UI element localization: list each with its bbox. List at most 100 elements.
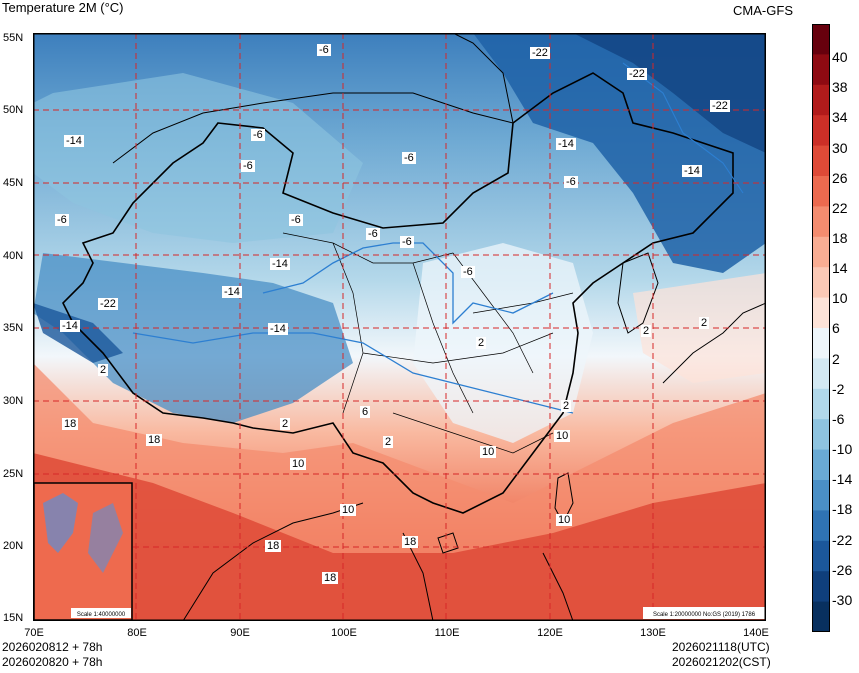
colorbar-label: 14: [832, 260, 848, 276]
contour-label: 18: [265, 540, 282, 552]
plateau-cold-region: [33, 253, 353, 423]
contour-label: -6: [289, 214, 303, 226]
init-time-utc: 2026020812 + 78h: [2, 640, 103, 654]
colorbar-label: -2: [832, 381, 845, 397]
contour-label: 18: [62, 418, 79, 430]
contour-label: -6: [400, 236, 414, 248]
south-china-sea-inset: [33, 482, 133, 621]
contour-label: 6: [360, 406, 371, 418]
contour-label: -6: [564, 176, 578, 188]
contour-label: 2: [280, 418, 291, 430]
colorbar-label: -22: [832, 532, 853, 548]
lon-label: 100E: [331, 627, 357, 639]
colorbar-label: -18: [832, 501, 853, 517]
province-borders: [282, 232, 574, 454]
colorbar-band: [812, 358, 830, 390]
contour-label: 2: [383, 436, 394, 448]
graticule: [33, 33, 766, 621]
colorbar-band: [812, 236, 830, 268]
lon-label: 140E: [743, 627, 769, 639]
temperature-map: Scale 1:40000000 Scale 1:20000000 No:GS …: [33, 33, 766, 621]
colorbar-band: [812, 176, 830, 207]
yellow-river: [262, 242, 554, 325]
lat-label: 50N: [3, 104, 24, 116]
colorbar-label: 40: [832, 49, 848, 65]
lat-label: 45N: [3, 177, 24, 189]
colorbar-label: -30: [832, 592, 853, 608]
yangtze-river: [132, 332, 574, 414]
lat-label: 25N: [3, 468, 24, 480]
contour-label: 18: [322, 572, 339, 584]
contour-label: -22: [627, 68, 647, 80]
contour-label: -14: [222, 286, 242, 298]
colorbar-band: [812, 54, 830, 86]
russia-border: [452, 33, 514, 124]
colorbar-band: [812, 206, 830, 238]
lon-label: 90E: [230, 627, 250, 639]
contour-label: 10: [290, 458, 307, 470]
contour-label: -22: [530, 47, 550, 59]
colorbar: [812, 24, 830, 632]
contour-label: -6: [402, 152, 416, 164]
colorbar-label: 26: [832, 170, 848, 186]
contour-label: -6: [251, 129, 265, 141]
colorbar-band: [812, 571, 830, 603]
lon-label: 130E: [640, 627, 666, 639]
colorbar-label: 10: [832, 290, 848, 306]
colorbar-band: [812, 84, 830, 116]
contour-label: 2: [699, 317, 710, 329]
east-china-mild-region: [413, 243, 593, 443]
colorbar-label: 22: [832, 200, 848, 216]
colorbar-label: -14: [832, 471, 853, 487]
contour-label: -14: [64, 135, 84, 147]
map-title: Temperature 2M (°C): [2, 0, 124, 15]
init-time-cst: 2026020820 + 78h: [2, 655, 103, 669]
contour-label: -22: [98, 298, 118, 310]
colorbar-band: [812, 540, 830, 572]
valid-time-cst: 2026021202(CST): [672, 655, 771, 669]
colorbar-label: -10: [832, 441, 853, 457]
lon-label: 70E: [24, 627, 44, 639]
colorbar-band: [812, 480, 830, 511]
colorbar-band: [812, 145, 830, 177]
colorbar-band: [812, 449, 830, 481]
japan-outline: [662, 302, 766, 384]
colorbar-label: 30: [832, 140, 848, 156]
korea-outline: [617, 252, 659, 334]
contour-label: 2: [98, 364, 109, 376]
contour-label: -14: [682, 165, 702, 177]
colorbar-band: [812, 115, 830, 147]
colorbar-band: [812, 419, 830, 451]
coldest-region-northeast: [573, 33, 766, 153]
lat-label: 20N: [3, 540, 24, 552]
contour-label: 2: [476, 337, 487, 349]
lat-label: 30N: [3, 395, 24, 407]
colorbar-band: [812, 24, 830, 55]
contour-label: 10: [554, 430, 571, 442]
colorbar-label: 34: [832, 109, 848, 125]
hainan-outline: [437, 532, 459, 554]
colorbar-label: 2: [832, 351, 840, 367]
contour-label: 10: [556, 514, 573, 526]
country-border: [62, 72, 734, 514]
valid-time-utc: 2026021118(UTC): [672, 640, 770, 654]
main-scale-label: Scale 1:20000000 No:GS (2019) 1786: [653, 612, 756, 618]
contour-label: -14: [268, 323, 288, 335]
hot-region-south: [33, 453, 766, 621]
contour-label: -6: [55, 214, 69, 226]
contour-label: -6: [317, 44, 331, 56]
contour-label: -6: [241, 160, 255, 172]
colorbar-band: [812, 601, 830, 632]
colorbar-band: [812, 510, 830, 542]
colorbar-label: 6: [832, 320, 840, 336]
colorbar-label: 38: [832, 79, 848, 95]
map-frame: [33, 33, 766, 621]
colorbar-band: [812, 388, 830, 420]
lon-label: 80E: [127, 627, 147, 639]
contour-label: -22: [710, 100, 730, 112]
lat-label: 35N: [3, 322, 24, 334]
contour-label: 18: [146, 434, 163, 446]
contour-label: 2: [561, 400, 572, 412]
northwest-cool-region: [33, 73, 363, 243]
inset-scale-label: Scale 1:40000000: [77, 612, 126, 618]
